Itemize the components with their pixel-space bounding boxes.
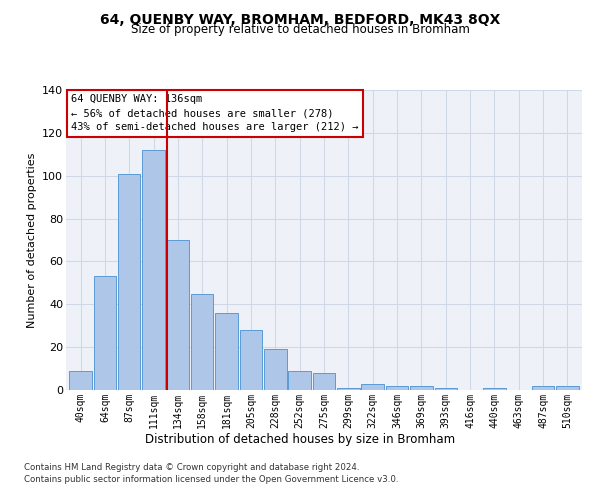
Bar: [434, 388, 457, 390]
Bar: [240, 330, 262, 390]
Bar: [215, 313, 238, 390]
Bar: [313, 373, 335, 390]
Bar: [118, 174, 140, 390]
Text: Distribution of detached houses by size in Bromham: Distribution of detached houses by size …: [145, 432, 455, 446]
Bar: [361, 384, 384, 390]
Bar: [532, 386, 554, 390]
Bar: [483, 388, 506, 390]
Text: 64, QUENBY WAY, BROMHAM, BEDFORD, MK43 8QX: 64, QUENBY WAY, BROMHAM, BEDFORD, MK43 8…: [100, 12, 500, 26]
Y-axis label: Number of detached properties: Number of detached properties: [26, 152, 37, 328]
Text: Contains public sector information licensed under the Open Government Licence v3: Contains public sector information licen…: [24, 474, 398, 484]
Bar: [337, 388, 359, 390]
Bar: [386, 386, 408, 390]
Bar: [410, 386, 433, 390]
Bar: [142, 150, 165, 390]
Bar: [191, 294, 214, 390]
Bar: [70, 370, 92, 390]
Bar: [264, 350, 287, 390]
Bar: [167, 240, 189, 390]
Bar: [556, 386, 578, 390]
Text: Size of property relative to detached houses in Bromham: Size of property relative to detached ho…: [131, 24, 469, 36]
Bar: [289, 370, 311, 390]
Text: 64 QUENBY WAY: 136sqm
← 56% of detached houses are smaller (278)
43% of semi-det: 64 QUENBY WAY: 136sqm ← 56% of detached …: [71, 94, 359, 132]
Bar: [94, 276, 116, 390]
Text: Contains HM Land Registry data © Crown copyright and database right 2024.: Contains HM Land Registry data © Crown c…: [24, 464, 359, 472]
